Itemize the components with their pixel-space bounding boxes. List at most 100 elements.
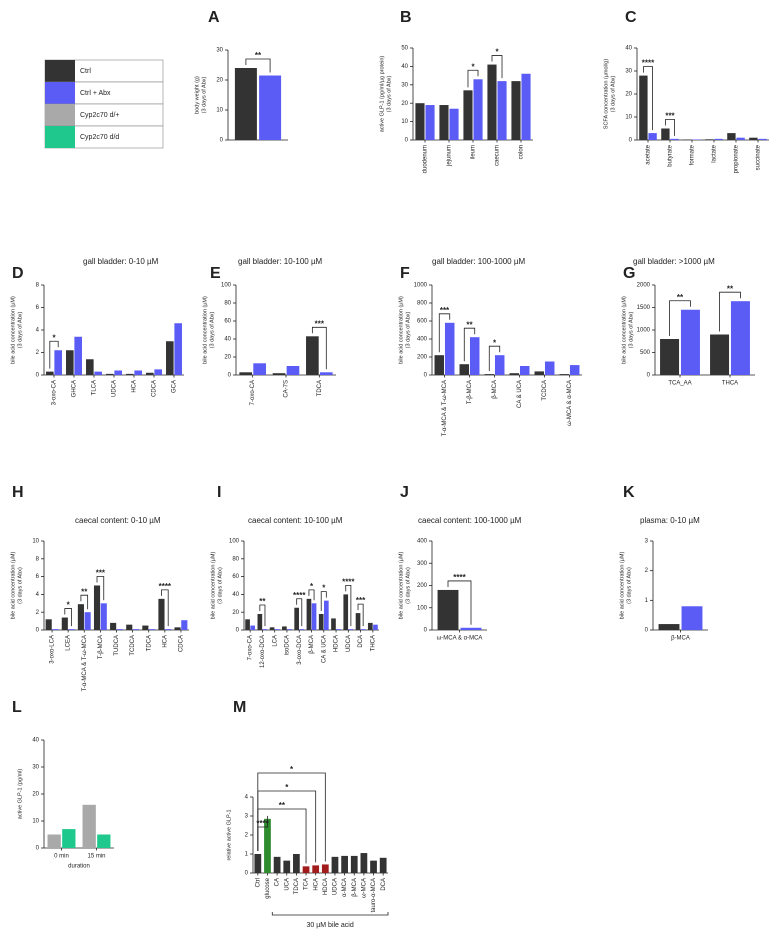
bar xyxy=(254,854,262,873)
bar xyxy=(132,629,140,630)
bar xyxy=(106,373,114,375)
group-bracket xyxy=(271,912,389,916)
bar xyxy=(294,607,299,630)
x-tick-label: 12-oxo-DCA xyxy=(260,635,266,668)
y-tick-label: 2000 xyxy=(637,283,651,289)
y-tick-label: 20 xyxy=(625,92,632,98)
bar xyxy=(306,598,312,630)
y-tick-label: 20 xyxy=(224,355,231,361)
bar xyxy=(727,133,736,140)
bar xyxy=(758,138,767,140)
y-tick-label: 0 xyxy=(405,138,409,144)
x-tick-label: CA & UCA xyxy=(321,635,327,663)
x-tick-label: 0 min xyxy=(54,854,69,860)
bar xyxy=(311,603,317,630)
bar xyxy=(449,108,459,140)
bar xyxy=(511,81,521,140)
significance-bracket xyxy=(245,58,271,73)
y-axis-label: (3 days of Abx) xyxy=(610,75,616,112)
x-tick-label: β-MCA xyxy=(309,635,315,654)
y-tick-label: 8 xyxy=(36,556,40,562)
x-tick-label: CA-7S xyxy=(284,380,290,398)
bar xyxy=(283,860,291,873)
x-tick-label: 3-oxo-DCA xyxy=(297,635,303,665)
panel-letter: L xyxy=(12,699,22,716)
y-axis-label: active GLP-1 (pg/ml/µg protein) xyxy=(379,56,385,133)
bar xyxy=(126,624,133,630)
bar xyxy=(534,371,545,375)
x-tick-label: duodenum xyxy=(423,145,429,173)
legend-swatch xyxy=(45,60,75,82)
significance-label: * xyxy=(290,765,294,774)
bar xyxy=(544,361,555,375)
y-tick-label: 80 xyxy=(232,556,239,562)
x-tick-label: 15 min xyxy=(87,854,105,860)
x-tick-label: GHCA xyxy=(72,380,78,397)
legend-swatch xyxy=(45,126,75,148)
significance-label: ** xyxy=(255,51,262,60)
y-axis-label: bile acid concentration (µM) xyxy=(398,551,404,619)
x-tick-label: CA & UCA xyxy=(517,380,523,408)
significance-bracket xyxy=(161,589,169,627)
bar xyxy=(658,624,680,630)
panel-title: gall bladder: >1000 µM xyxy=(633,257,715,266)
bar xyxy=(521,73,531,140)
y-tick-label: 30 xyxy=(401,82,408,88)
x-tick-label: TUDCA xyxy=(114,635,120,656)
bar xyxy=(714,138,723,140)
y-tick-label: 50 xyxy=(401,46,408,52)
bar xyxy=(181,620,188,630)
x-tick-label: glucose xyxy=(265,877,271,898)
bar xyxy=(165,629,172,630)
x-tick-label: CA xyxy=(275,878,281,886)
panel-title: caecal content: 100-1000 µM xyxy=(418,516,522,525)
bar xyxy=(439,105,449,140)
bar xyxy=(661,128,670,140)
bar xyxy=(93,585,101,630)
bar xyxy=(569,365,580,375)
bar xyxy=(680,309,700,375)
legend-label: Ctrl + Abx xyxy=(80,90,111,97)
bar xyxy=(299,629,305,630)
bar xyxy=(318,613,324,630)
y-tick-label: 2 xyxy=(36,350,40,356)
bar xyxy=(736,137,745,140)
y-tick-label: 0 xyxy=(36,373,40,379)
panel-letter: I xyxy=(217,484,221,501)
bar xyxy=(639,75,648,140)
significance-bracket xyxy=(491,55,503,79)
bar xyxy=(710,334,730,375)
significance-label: * xyxy=(493,338,497,347)
y-tick-label: 1000 xyxy=(637,328,651,334)
x-tick-label: HDCA xyxy=(334,635,340,652)
panel-title: caecal content: 0-10 µM xyxy=(75,516,161,525)
legend-label: Cyp2c70 d/d xyxy=(80,134,119,141)
bar xyxy=(494,355,505,375)
y-tick-label: 300 xyxy=(417,561,428,567)
y-axis-label: bile acid concentration (µM) xyxy=(10,551,16,619)
y-tick-label: 0 xyxy=(245,871,249,877)
x-tick-label: UCA xyxy=(284,878,290,891)
bar xyxy=(670,138,679,140)
bar xyxy=(86,359,94,375)
significance-bracket xyxy=(259,604,266,627)
significance-label: * xyxy=(285,783,289,792)
bar xyxy=(54,350,62,375)
x-tick-label: UDCA xyxy=(333,878,339,895)
x-tick-label: TLCA xyxy=(92,380,98,395)
bar xyxy=(274,629,280,630)
significance-bracket xyxy=(447,580,472,625)
bar xyxy=(77,604,84,630)
y-axis-label: (3 days of Abx) xyxy=(209,311,215,348)
x-tick-label: HCA xyxy=(132,380,138,393)
bar xyxy=(509,373,520,375)
bar xyxy=(110,622,117,630)
y-tick-label: 100 xyxy=(221,283,232,289)
x-tick-label: colon xyxy=(519,145,525,159)
x-tick-label: ω-MCA & α-MCA xyxy=(567,380,573,426)
bar xyxy=(348,629,354,630)
y-tick-label: 0 xyxy=(629,138,633,144)
significance-bracket xyxy=(665,119,675,136)
x-tick-label: lactate xyxy=(712,144,718,162)
